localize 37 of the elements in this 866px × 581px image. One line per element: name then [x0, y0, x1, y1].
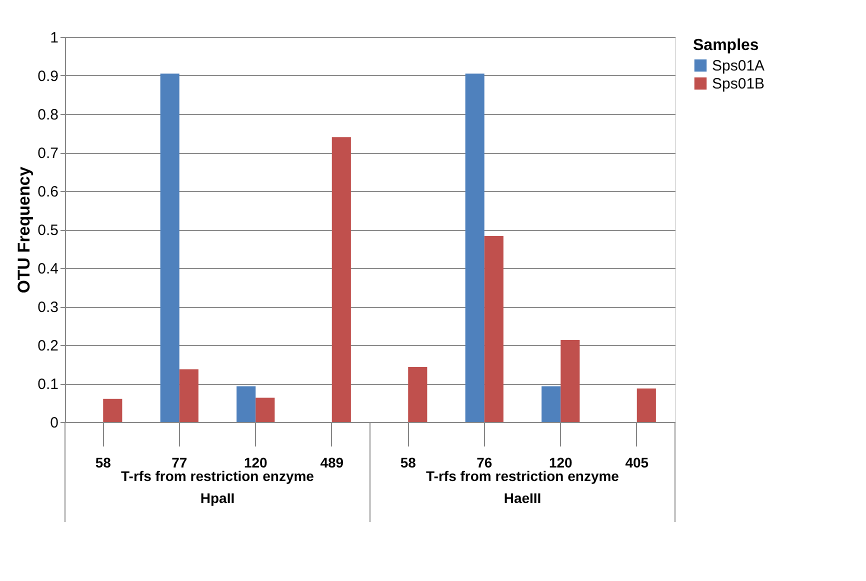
y-tick-label: 0.9	[38, 68, 58, 85]
bar	[636, 388, 656, 422]
y-tick-label: 0.4	[38, 260, 58, 278]
bar	[103, 398, 122, 422]
x-tick-label: 77	[172, 454, 188, 470]
y-tick-label: 0.8	[38, 106, 58, 124]
bar	[465, 74, 484, 422]
y-tick-label: 0.7	[38, 145, 58, 162]
x-tick-label: 58	[400, 454, 416, 470]
y-tick-label: 0	[50, 414, 58, 432]
bar	[332, 137, 351, 422]
bar	[560, 340, 580, 422]
text: T-rfs from restriction enzyme HpaII	[121, 468, 314, 506]
text: T-rfs from restriction enzyme HaeIII	[426, 468, 620, 506]
bar	[256, 398, 275, 422]
y-tick-label: 0.5	[38, 222, 58, 239]
bar	[408, 366, 428, 422]
legend-label: Sps01B	[712, 76, 765, 92]
x-tick-label: 405	[625, 454, 649, 470]
y-tick-label: 0.6	[38, 184, 58, 200]
bar	[484, 236, 504, 422]
y-axis-title: OTU Frequency	[14, 166, 34, 294]
x-tick-label: 489	[320, 454, 344, 470]
bar	[179, 369, 198, 422]
legend-title: Samples	[693, 37, 759, 54]
x-tick-label: 76	[476, 454, 492, 470]
bar	[160, 74, 180, 422]
x-tick-label: 120	[548, 454, 573, 470]
x-tick-label: 58	[95, 454, 112, 470]
y-tick-label: 1	[50, 30, 58, 46]
bar	[542, 386, 561, 422]
y-tick-label: 0.2	[38, 338, 58, 354]
y-tick-label: 0.3	[38, 299, 58, 316]
x-tick-label: 120	[244, 454, 268, 470]
legend-label: Sps01A	[712, 58, 765, 74]
bar	[236, 386, 256, 422]
y-tick-label: 0.1	[38, 376, 58, 393]
